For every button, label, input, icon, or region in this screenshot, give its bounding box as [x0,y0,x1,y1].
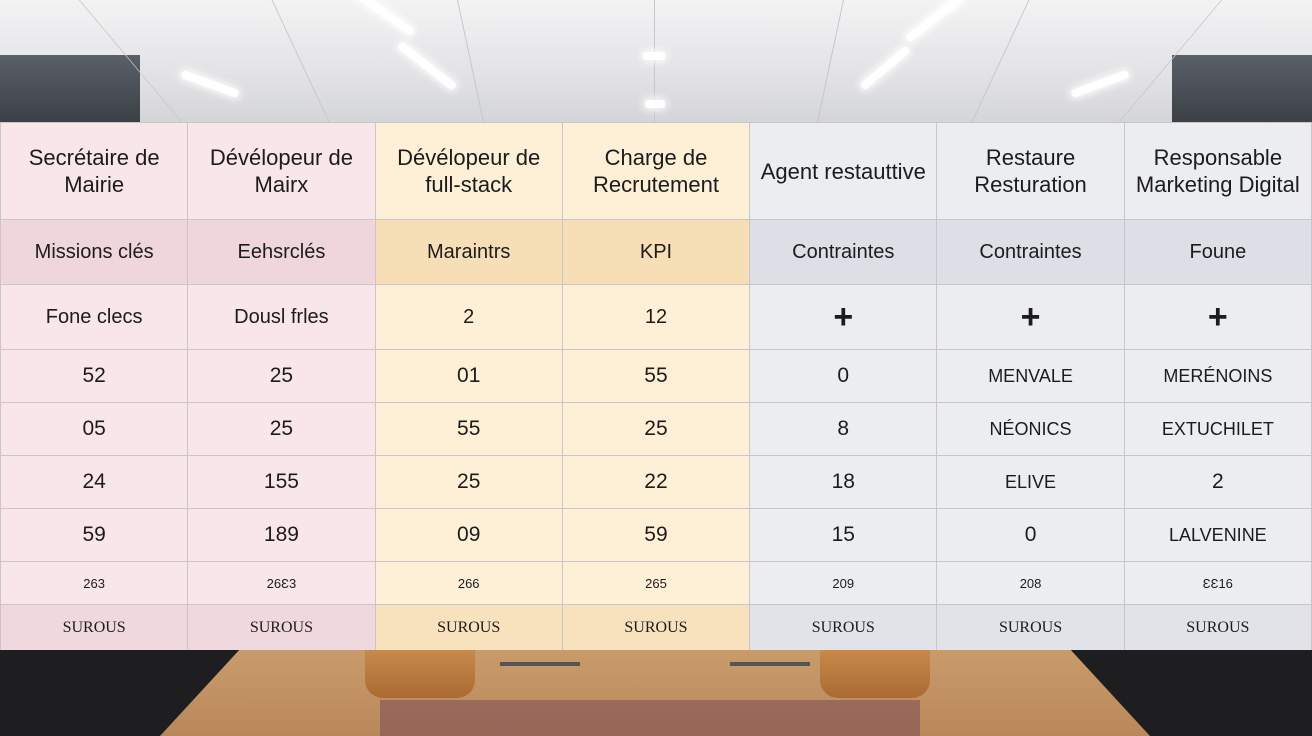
table-header-row: Secrétaire de Mairie Dévélopeur de Mairx… [0,122,1312,220]
table-row: 24 155 25 22 18 ELIVE 2 [0,455,1312,509]
table-cell: ELIVE [936,455,1125,509]
subheader-cell: Maraintrs [374,219,563,285]
subheader-cell: Missions clés [0,219,189,285]
table-cell: 0 [749,349,938,403]
ceiling-light [859,45,911,91]
table-cell: 09 [374,508,563,562]
table-cell: 26Ɛ3 [187,561,376,605]
table-cell: 25 [374,455,563,509]
office-floor-background [0,650,1312,736]
subheader-cell: Contraintes [936,219,1125,285]
table-cell: 12 [561,284,751,350]
ceiling-light [344,0,416,37]
table-row: 52 25 01 55 0 MENVALE MERÉNOINS [0,349,1312,403]
table-cell: 05 [0,402,189,456]
footer-cell: SUROUS [561,604,751,652]
table-cell: 263 [0,561,189,605]
footer-cell: SUROUS [374,604,563,652]
table-cell: LALVENINE [1123,508,1312,562]
footer-cell: SUROUS [936,604,1125,652]
ceiling-light [904,0,966,43]
column-header: Secrétaire de Mairie [0,122,189,220]
table-row: 263 26Ɛ3 266 265 209 208 ƐƐ16 [0,561,1312,605]
table-cell: 2 [374,284,563,350]
table-row: 05 25 55 25 8 NÉONICS EXTUCHILET [0,402,1312,456]
footer-cell: SUROUS [187,604,376,652]
table-cell: 01 [374,349,563,403]
table-cell: 266 [374,561,563,605]
table-subheader-row: Missions clés Eehsrclés Maraintrs KPI Co… [0,219,1312,285]
table-cell: MENVALE [936,349,1125,403]
table-cell: 18 [749,455,938,509]
ceiling-background [0,0,1312,122]
chair-base [500,662,580,666]
table-cell: 55 [561,349,751,403]
plus-icon: + [833,298,854,336]
subheader-cell: Contraintes [749,219,938,285]
footer-cell: SUROUS [0,604,189,652]
table-cell: 25 [561,402,751,456]
subheader-cell: Eehsrclés [187,219,376,285]
table-cell: 15 [749,508,938,562]
ceiling-light [1070,69,1130,99]
column-header: Charge de Recrutement [561,122,751,220]
table-cell: 155 [187,455,376,509]
table-cell: 59 [0,508,189,562]
table-cell: 52 [0,349,189,403]
table-cell: EXTUCHILET [1123,402,1312,456]
plus-icon-cell: + [936,284,1125,350]
table-cell: 265 [561,561,751,605]
ceiling-light [645,100,665,108]
table-cell: 2 [1123,455,1312,509]
rug [380,700,920,736]
table-cell: 0 [936,508,1125,562]
table-cell: 8 [749,402,938,456]
plus-icon: + [1207,298,1228,336]
office-chair [365,650,475,698]
table-cell: 55 [374,402,563,456]
table-cell: MERÉNOINS [1123,349,1312,403]
subheader-cell: Foune [1123,219,1312,285]
table-cell: Dousl frles [187,284,376,350]
column-header: Responsable Marketing Digital [1123,122,1312,220]
office-chair [820,650,930,698]
table-cell: 25 [187,349,376,403]
table-cell: 25 [187,402,376,456]
plus-icon: + [1020,298,1041,336]
column-header: Agent restauttive [749,122,938,220]
subheader-cell: KPI [561,219,751,285]
table-footer-row: SUROUS SUROUS SUROUS SUROUS SUROUS SUROU… [0,604,1312,652]
table-cell: ƐƐ16 [1123,561,1312,605]
plus-icon-cell: + [1123,284,1312,350]
table-cell: 189 [187,508,376,562]
column-header: Dévélopeur de Mairx [187,122,376,220]
table-cell: NÉONICS [936,402,1125,456]
footer-cell: SUROUS [749,604,938,652]
column-header: Restaure Resturation [936,122,1125,220]
table-cell: 22 [561,455,751,509]
plus-icon-cell: + [749,284,938,350]
table-cell: 24 [0,455,189,509]
job-comparison-table: Secrétaire de Mairie Dévélopeur de Mairx… [0,122,1312,652]
ceiling-light [180,69,240,99]
table-row: 59 189 09 59 15 0 LALVENINE [0,508,1312,562]
ceiling-light [396,41,458,91]
table-cell: 209 [749,561,938,605]
left-window [0,55,140,122]
table-cell: Fone clecs [0,284,189,350]
footer-cell: SUROUS [1123,604,1312,652]
column-header: Dévélopeur de full-stack [374,122,563,220]
chair-base [730,662,810,666]
table-cell: 208 [936,561,1125,605]
table-row: Fone clecs Dousl frles 2 12 + + + [0,284,1312,350]
table-cell: 59 [561,508,751,562]
ceiling-light [643,52,665,60]
right-window [1172,55,1312,122]
